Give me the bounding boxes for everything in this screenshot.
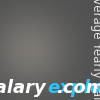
Text: +24%: +24% xyxy=(14,0,81,15)
Text: +7%: +7% xyxy=(50,0,100,12)
Text: Health Care Assistant: Health Care Assistant xyxy=(4,14,100,38)
Bar xyxy=(36,45,44,46)
Text: Salary Comparison By Experience: Salary Comparison By Experience xyxy=(4,8,100,42)
Bar xyxy=(79,15,92,16)
Bar xyxy=(79,11,92,12)
Bar xyxy=(79,12,92,13)
Bar xyxy=(79,7,84,11)
Text: 86,900 USD: 86,900 USD xyxy=(49,18,100,33)
Bar xyxy=(51,35,59,36)
Text: 39,500 USD: 39,500 USD xyxy=(5,46,92,62)
Bar xyxy=(22,56,29,57)
Bar xyxy=(14,63,15,87)
Bar xyxy=(7,63,15,87)
Bar xyxy=(51,35,52,87)
Text: 93,000 USD: 93,000 USD xyxy=(64,14,100,29)
Text: salary: salary xyxy=(0,79,47,97)
Text: 70,100 USD: 70,100 USD xyxy=(34,28,100,43)
Text: 99,200 USD: 99,200 USD xyxy=(79,11,100,26)
Bar xyxy=(79,13,92,14)
Bar xyxy=(66,31,73,87)
Bar xyxy=(79,9,92,10)
Bar xyxy=(87,28,88,87)
Bar xyxy=(79,10,92,11)
Bar xyxy=(36,45,44,87)
Bar xyxy=(43,45,44,87)
Text: Average Yearly Salary: Average Yearly Salary xyxy=(90,0,100,100)
Text: .com: .com xyxy=(56,79,100,97)
Bar xyxy=(7,63,15,64)
Text: explorer: explorer xyxy=(47,79,100,97)
Bar xyxy=(7,63,8,87)
Bar xyxy=(51,35,59,87)
Bar xyxy=(36,45,37,87)
Bar xyxy=(79,14,92,15)
Bar xyxy=(72,31,73,87)
Bar xyxy=(66,31,73,33)
Bar xyxy=(80,28,88,29)
Text: 50,800 USD: 50,800 USD xyxy=(20,40,100,55)
Bar xyxy=(79,7,92,8)
Bar xyxy=(22,56,29,87)
Text: +7%: +7% xyxy=(36,0,89,14)
Text: +29%: +29% xyxy=(0,17,52,37)
Bar xyxy=(58,35,59,87)
Bar xyxy=(79,8,92,9)
Bar xyxy=(80,28,88,87)
Text: +38%: +38% xyxy=(0,4,67,24)
Bar xyxy=(80,28,81,87)
